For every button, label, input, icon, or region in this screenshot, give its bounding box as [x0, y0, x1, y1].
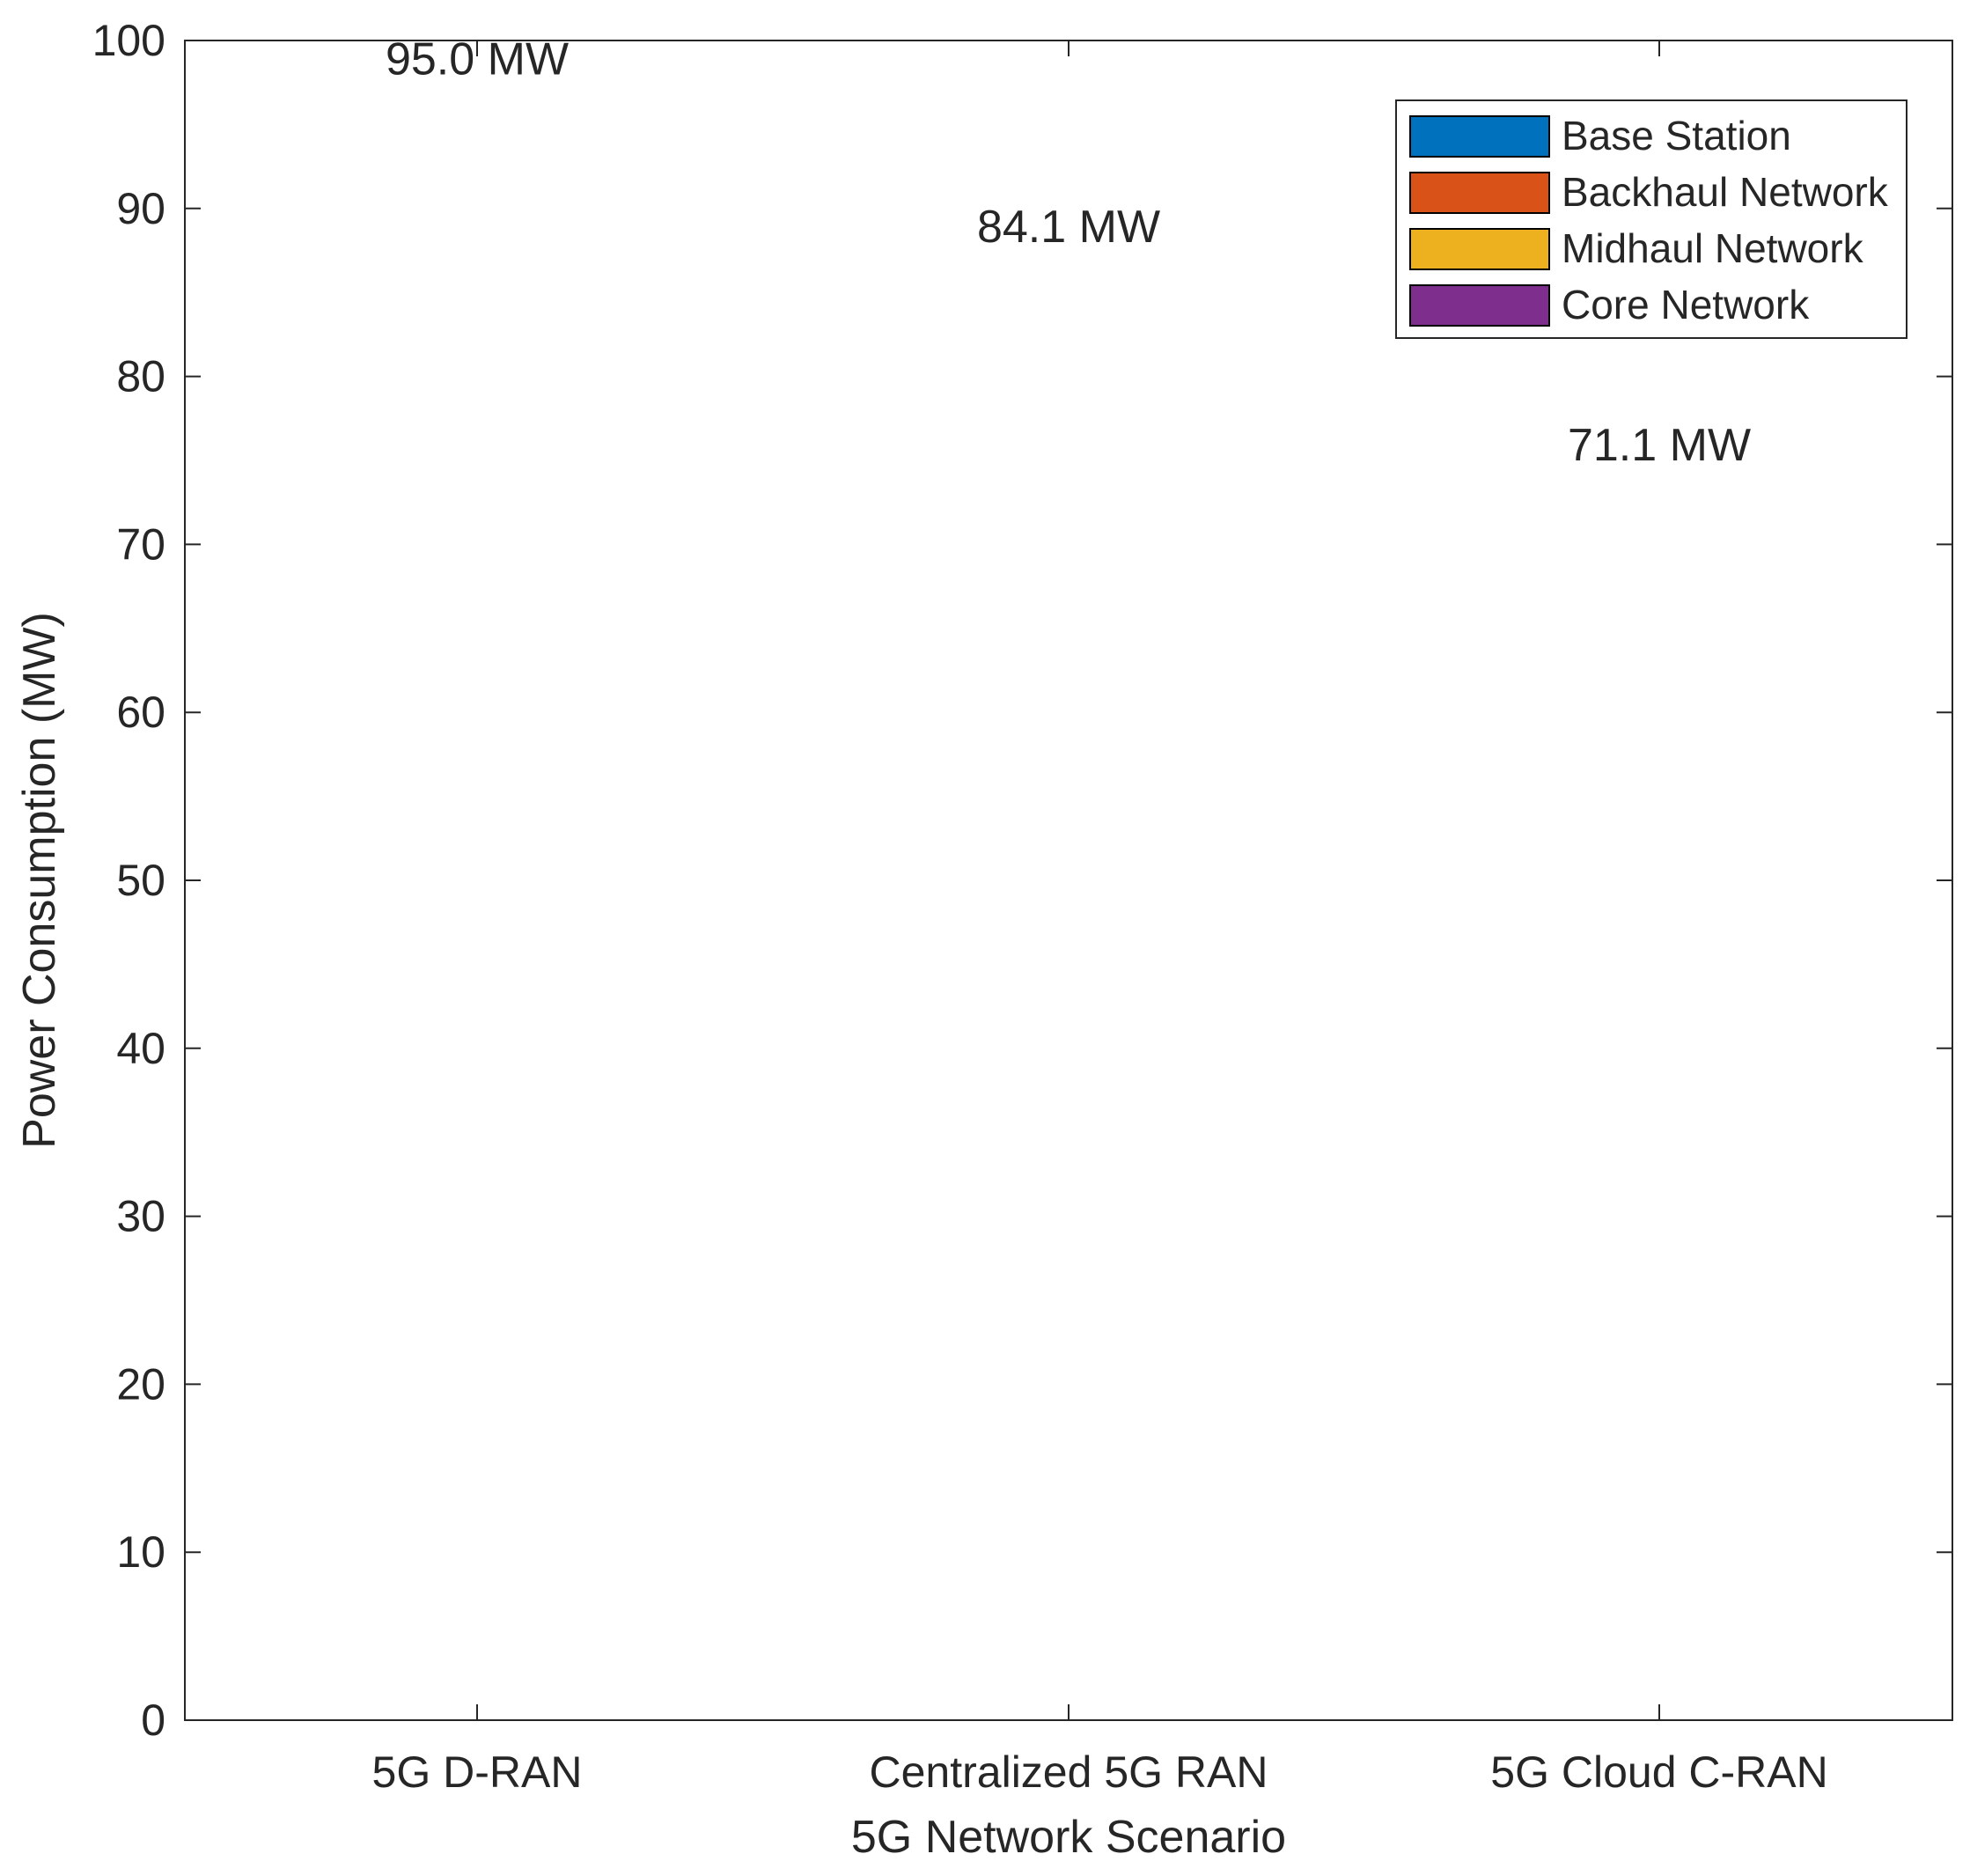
x-tick-label: Centralized 5G RAN [870, 1747, 1268, 1797]
legend-label: Backhaul Network [1562, 169, 1889, 215]
total-labels: 95.0 MW 84.1 MW 71.1 MW [386, 33, 1751, 471]
x-tick-label: 5G D-RAN [372, 1747, 583, 1797]
y-axis-title: Power Consumption (MW) [14, 612, 65, 1149]
x-tick-label: 5G Cloud C-RAN [1490, 1747, 1827, 1797]
y-tick-label: 0 [141, 1696, 165, 1745]
legend: Base Station Backhaul Network Midhaul Netw… [1395, 99, 1908, 339]
y-tick-label: 30 [116, 1192, 165, 1241]
legend-swatch [1409, 284, 1550, 327]
total-label: 71.1 MW [1568, 420, 1751, 471]
total-label: 84.1 MW [977, 202, 1160, 253]
y-tick-label: 90 [116, 184, 165, 233]
y-tick-label: 50 [116, 856, 165, 905]
legend-label: Midhaul Network [1562, 225, 1864, 271]
y-tick-label: 70 [116, 519, 165, 569]
legend-label: Base Station [1562, 113, 1791, 158]
legend-swatch [1409, 115, 1550, 158]
y-tick-label: 80 [116, 352, 165, 401]
legend-swatch [1409, 228, 1550, 270]
y-tick-label: 20 [116, 1359, 165, 1409]
y-tick-label: 10 [116, 1527, 165, 1577]
x-axis-title: 5G Network Scenario [851, 1812, 1286, 1863]
y-tick-label: 60 [116, 688, 165, 737]
y-tick-label: 40 [116, 1024, 165, 1073]
total-label: 95.0 MW [386, 33, 569, 85]
axis-labels: 0 10 20 30 40 50 60 70 80 90 100 5G D-RAN Centralize… [14, 16, 1828, 1863]
axis-ticks [185, 40, 1952, 1721]
y-tick-label: 100 [92, 16, 165, 65]
legend-swatch [1409, 172, 1550, 214]
legend-label: Core Network [1562, 282, 1810, 327]
